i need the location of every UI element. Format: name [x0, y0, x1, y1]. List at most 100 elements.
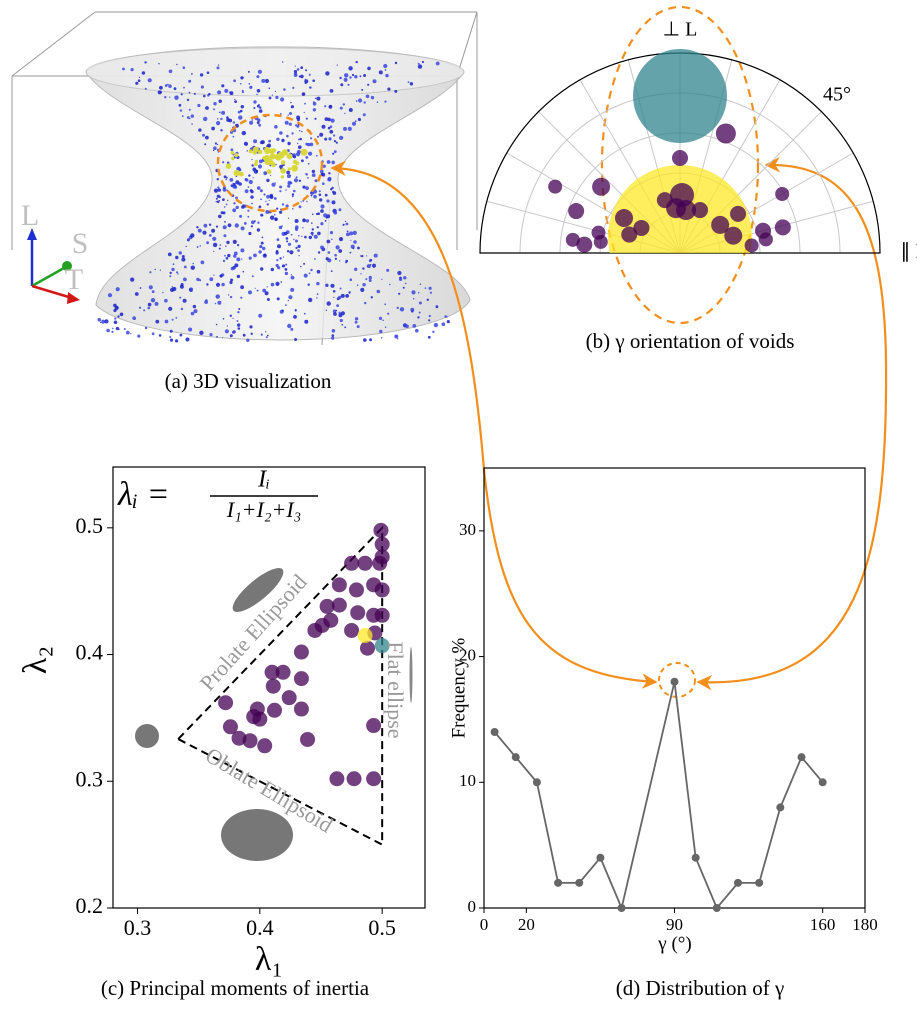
void-dot [290, 275, 295, 280]
axis-label: S [72, 227, 89, 260]
void-dot [208, 234, 212, 237]
void-dot [185, 337, 190, 342]
void-dot [115, 287, 120, 292]
void-dot [302, 94, 305, 96]
void-dot [330, 270, 333, 272]
void-dot [226, 325, 228, 327]
void-dot [301, 235, 303, 238]
point [329, 771, 345, 787]
void-dot [309, 86, 312, 89]
point [575, 878, 584, 887]
void-dot [368, 275, 372, 280]
void-dot [248, 179, 253, 185]
void-dot [238, 182, 242, 186]
bubble [568, 203, 585, 220]
void-dot [226, 189, 228, 191]
void-dot [287, 114, 289, 116]
void-dot [138, 76, 141, 79]
void-dot [258, 159, 263, 164]
void-dot [362, 283, 366, 287]
void-dot [239, 109, 243, 113]
void-dot [292, 86, 295, 89]
void-dot [421, 60, 424, 64]
void-dot [229, 295, 233, 299]
void-dot [379, 329, 383, 334]
void-dot [259, 189, 263, 193]
void-dot [297, 142, 299, 145]
void-dot [215, 294, 220, 299]
void-dot [295, 225, 299, 229]
void-dot [300, 201, 302, 203]
void-dot [122, 67, 125, 71]
void-dot [347, 126, 352, 131]
void-dot [285, 189, 287, 191]
void-dot [216, 200, 220, 204]
void-dot [144, 326, 148, 330]
point [218, 695, 234, 711]
void-dot [99, 321, 102, 324]
void-dot [275, 263, 279, 268]
line [493, 681, 824, 911]
link-arrow [696, 156, 888, 691]
void-dot [178, 103, 182, 107]
void-dot [214, 142, 217, 145]
void-dot [331, 200, 336, 205]
void-dot [362, 267, 365, 270]
void-dot [249, 85, 253, 89]
void-dot [258, 123, 262, 127]
void-dot [413, 298, 415, 300]
void-dot [324, 137, 328, 141]
y-tick-label: 0.3 [76, 766, 104, 791]
theta-label: 45° [823, 84, 851, 106]
void-dot [352, 230, 357, 235]
void-dot [300, 148, 308, 156]
caption: (a) 3D visualization [165, 369, 332, 393]
void-dot [325, 216, 328, 219]
sphere-icon [135, 724, 159, 748]
caption: (c) Principal moments of inertia [101, 976, 370, 1000]
void-dot [175, 339, 179, 343]
void-dot [147, 78, 152, 83]
void-dot [171, 318, 174, 321]
void-dot [280, 97, 285, 102]
void-dot [169, 271, 172, 275]
void-dot [123, 328, 126, 330]
void-dot [302, 185, 306, 189]
void-dot [262, 246, 266, 251]
void-dot [197, 103, 201, 108]
void-dot [266, 169, 271, 174]
void-dot [180, 93, 183, 96]
void-dot [256, 289, 259, 292]
void-dot [237, 327, 241, 330]
void-dot [263, 253, 267, 257]
void-dot [344, 73, 349, 78]
void-dot [181, 255, 185, 258]
void-dot [264, 146, 270, 153]
void-dot [305, 69, 308, 72]
void-dot [188, 91, 191, 94]
void-dot [284, 271, 289, 276]
void-dot [265, 200, 267, 203]
void-dot [213, 188, 219, 193]
void-dot [229, 334, 233, 338]
void-dot [402, 286, 405, 289]
void-dot [229, 178, 234, 182]
void-dot [378, 70, 383, 75]
point [293, 671, 309, 687]
void-dot [340, 83, 344, 87]
void-dot [175, 317, 178, 319]
void-dot [236, 320, 239, 322]
point [734, 878, 742, 887]
highlight-ring [216, 113, 324, 213]
void-dot [306, 200, 308, 203]
void-dot [193, 92, 196, 95]
void-dot [300, 265, 302, 268]
void-dot [227, 223, 232, 228]
void-dot [279, 164, 283, 169]
void-dot [313, 234, 318, 239]
void-dot [134, 292, 139, 296]
void-dot [281, 138, 285, 143]
point [267, 702, 283, 718]
void-dot [147, 302, 152, 307]
void-dot [248, 83, 251, 85]
